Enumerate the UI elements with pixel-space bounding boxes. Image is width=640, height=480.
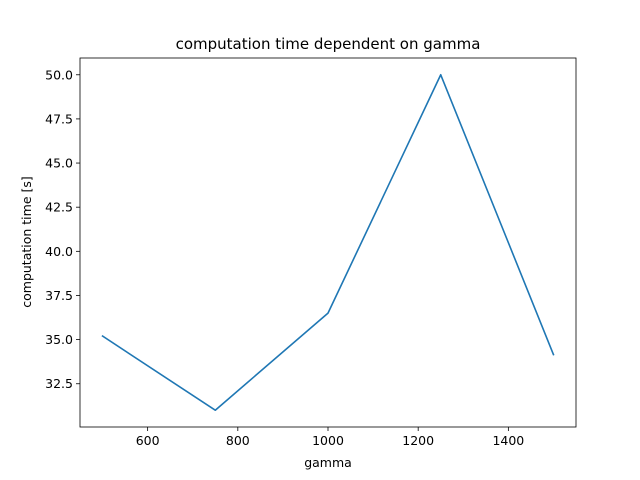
y-axis-label: computation time [s]: [19, 176, 34, 308]
x-tick-label: 1400: [492, 433, 524, 448]
y-tick-label: 40.0: [45, 244, 73, 259]
x-axis-label: gamma: [304, 455, 352, 470]
chart-title: computation time dependent on gamma: [176, 35, 481, 53]
y-tick-label: 37.5: [45, 288, 73, 303]
x-tick-label: 1000: [312, 433, 344, 448]
series-line-0: [101, 73, 555, 412]
plot-area: 600 800 1000 1200 1400 32.5 35.0 37.5 40.0 42.5 45…: [45, 57, 577, 448]
x-tick-label: 800: [226, 433, 250, 448]
y-tick-label: 47.5: [45, 111, 73, 126]
y-tick-label: 32.5: [45, 376, 73, 391]
y-tick-label: 35.0: [45, 332, 73, 347]
y-tick-label: 45.0: [45, 156, 73, 171]
x-tick-label: 600: [136, 433, 160, 448]
y-tick-label: 42.5: [45, 200, 73, 215]
y-tick-label: 50.0: [45, 67, 73, 82]
x-tick-label: 1200: [402, 433, 434, 448]
